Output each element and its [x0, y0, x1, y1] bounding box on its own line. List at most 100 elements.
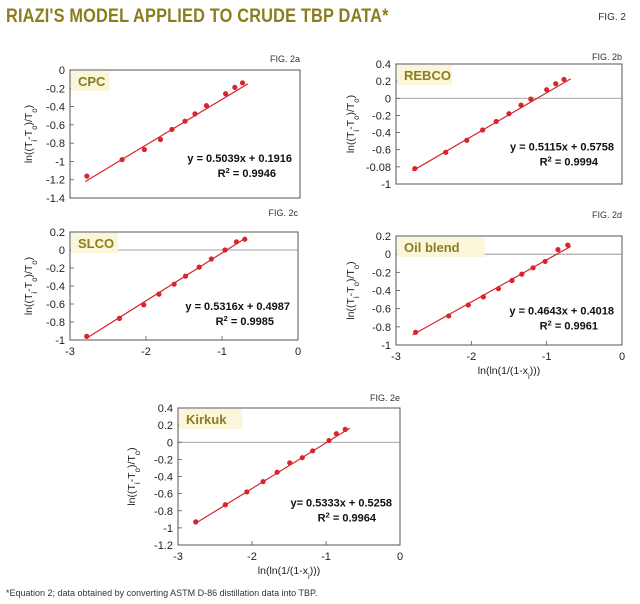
data-point: [141, 302, 147, 308]
data-point: [565, 242, 571, 248]
y-tick-label: -0.6: [46, 120, 65, 132]
x-tick-label: -2: [247, 551, 257, 563]
data-point: [542, 258, 548, 265]
panel-title-box: [71, 233, 118, 253]
trend-line: [85, 83, 249, 182]
data-point: [299, 455, 305, 461]
data-point: [222, 502, 228, 508]
data-point: [242, 236, 248, 242]
data-point: [84, 333, 90, 339]
y-tick-label: 0: [385, 249, 391, 261]
chart-panel-2: FIG. 2b 0.4 0.2 0 -0.2 -0.4 -0.6 -0.08 -1 ln((Ti-…: [345, 52, 623, 191]
y-tick-label: -0.6: [372, 145, 391, 157]
data-point: [412, 165, 418, 172]
y-tick-label: 0: [59, 245, 65, 257]
x-tick-label: -1: [542, 351, 552, 363]
x-axis-label: ln(ln(1/(1-xi))): [478, 365, 540, 381]
x-tick-label: -2: [141, 346, 151, 358]
data-point: [310, 448, 316, 454]
x-tick-label: 0: [619, 351, 625, 363]
data-point: [495, 286, 502, 292]
x-tick-label: -2: [466, 351, 476, 363]
data-point: [506, 111, 512, 117]
data-point: [553, 81, 559, 87]
data-point: [274, 469, 280, 475]
data-point: [182, 273, 189, 279]
y-tick-label: -1.4: [46, 193, 65, 205]
y-tick-label: -0.8: [46, 317, 65, 329]
data-point: [260, 479, 266, 485]
y-tick-label: -0.08: [366, 162, 391, 174]
data-point: [412, 329, 419, 335]
regression-equation: y = 0.5316x + 0.4987: [185, 301, 290, 313]
panel-title: CPC: [78, 74, 106, 89]
trend-line: [86, 237, 247, 339]
data-point: [84, 173, 90, 179]
x-tick-label: -1: [217, 346, 227, 358]
y-tick-label: -1.2: [46, 175, 65, 187]
y-tick-label: -0.2: [154, 454, 173, 466]
data-point: [157, 136, 164, 143]
data-point: [208, 256, 214, 262]
y-tick-label: -0.2: [372, 110, 391, 122]
panel-title-box: [179, 409, 243, 429]
data-point: [465, 302, 471, 308]
data-point: [480, 294, 486, 300]
figure-label: FIG. 2e: [370, 393, 400, 403]
data-point: [233, 239, 240, 245]
y-tick-label: -0.8: [154, 506, 173, 518]
panel-title-box: [397, 65, 452, 85]
y-tick-label: -0.8: [372, 322, 391, 334]
y-tick-label: -0.4: [372, 128, 391, 140]
y-tick-label: -0.8: [46, 138, 65, 150]
data-point: [509, 277, 515, 284]
panel-title: Kirkuk: [186, 412, 227, 427]
y-tick-label: -0.4: [154, 472, 173, 484]
data-point: [342, 426, 348, 433]
plot-frame: [395, 63, 623, 185]
y-tick-label: -0.2: [46, 83, 65, 95]
chart-panel-1: FIG. 2a 0 -0.2 -0.4 -0.6 -0.8 -1 -1.2 -1.4 ln((Ti…: [23, 54, 301, 205]
y-tick-label: 0: [167, 437, 173, 449]
data-point: [192, 111, 198, 117]
r-squared: R2 = 0.9964: [318, 510, 377, 525]
data-point: [464, 137, 470, 143]
data-point: [480, 127, 486, 133]
data-point: [555, 247, 561, 253]
data-point: [222, 247, 228, 253]
data-point: [119, 157, 125, 163]
footnote: *Equation 2; data obtained by converting…: [6, 588, 318, 598]
chart-panel-4: FIG. 2d0.20-0.2-0.4-0.6-0.8-1-3 -2 -1 0ln(l…: [345, 210, 625, 381]
panel-title-box: [397, 237, 485, 257]
data-point: [156, 291, 162, 297]
panel-title: Oil blend: [404, 240, 460, 255]
data-point: [544, 87, 550, 93]
data-point: [171, 281, 177, 287]
data-point: [446, 313, 452, 319]
regression-equation: y = 0.4643x + 0.4018: [509, 305, 614, 317]
data-point: [530, 265, 536, 271]
y-axis-label: ln((Ti-To)/To): [345, 95, 361, 153]
x-tick-label: -3: [65, 346, 75, 358]
r-squared: R2 = 0.9961: [540, 318, 598, 333]
trend-line: [412, 78, 572, 172]
data-point: [493, 118, 499, 125]
y-tick-label: -1: [55, 335, 65, 347]
data-point: [528, 96, 534, 102]
x-tick-label: -1: [321, 551, 331, 563]
data-point: [182, 118, 188, 124]
page-title: RIAZI'S MODEL APPLIED TO CRUDE TBP DATA*: [6, 6, 389, 27]
plot-frame: [69, 69, 301, 199]
y-tick-label: 0.2: [50, 227, 65, 239]
regression-equation: y = 0.5115x + 0.5758: [510, 141, 614, 153]
trend-line: [193, 427, 350, 525]
y-tick-label: -0.4: [372, 286, 391, 298]
figure-label: FIG. 2a: [270, 54, 300, 64]
data-point: [518, 102, 524, 108]
data-point: [116, 315, 122, 321]
x-axis-label: ln(ln(1/(1-xi))): [258, 565, 320, 581]
data-point: [287, 460, 293, 466]
y-tick-label: -0.6: [154, 489, 173, 501]
r-squared: R2 = 0.9985: [216, 313, 274, 328]
data-point: [169, 126, 175, 133]
